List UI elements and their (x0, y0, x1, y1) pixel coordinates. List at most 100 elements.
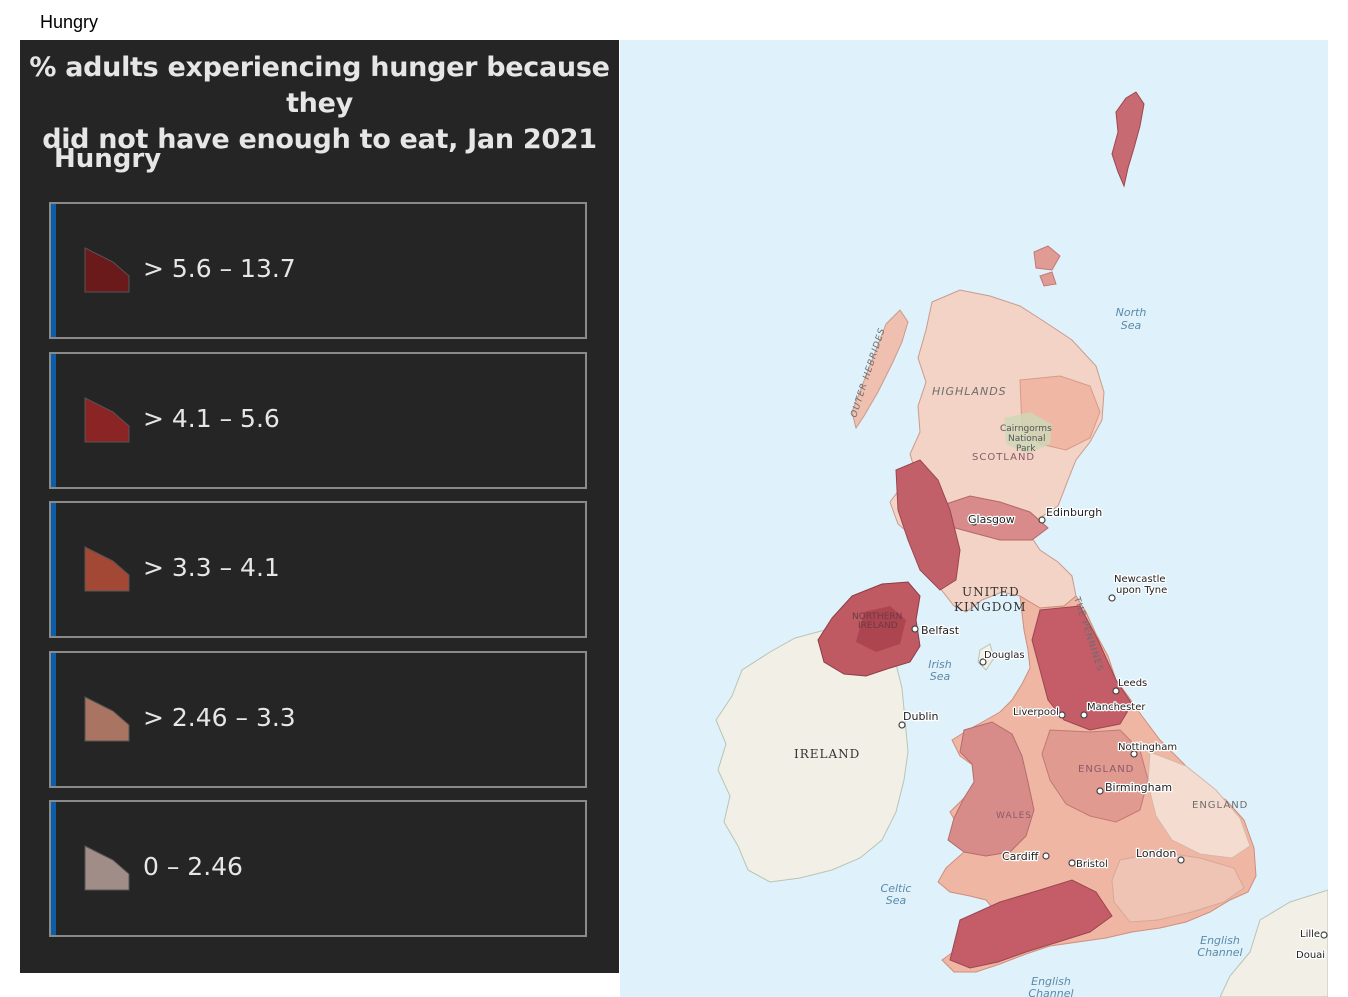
label-cardiff: Cardiff (1002, 850, 1039, 863)
legend-title: % adults experiencing hunger because the… (20, 50, 619, 158)
polygon-swatch-icon (84, 696, 130, 742)
label-edinburgh: Edinburgh (1046, 506, 1102, 519)
legend-item-accent (51, 653, 56, 786)
orkney-islands (1033, 245, 1061, 287)
polygon-swatch-icon (84, 546, 130, 592)
sea-labels: North Sea Irish Sea Celtic Sea English C… (881, 306, 1243, 997)
label-ireland-ni: IRELAND (858, 621, 898, 631)
page-title: Hungry (40, 12, 99, 32)
label-belfast: Belfast (921, 624, 960, 637)
label-northern: NORTHERN (852, 612, 902, 622)
shetland-islands (1111, 91, 1145, 188)
south-west-england (949, 879, 1113, 969)
label-ireland: IRELAND (794, 747, 860, 761)
label-celtic-sea-1: Celtic (881, 882, 912, 895)
label-leeds: Leeds (1118, 678, 1147, 689)
leeds-marker-icon[interactable] (1112, 687, 1120, 695)
polygon-swatch-icon (84, 845, 130, 891)
label-douglas: Douglas (984, 650, 1025, 661)
newcastle-marker-icon[interactable] (1108, 594, 1116, 602)
cairngorms-park (1004, 412, 1052, 454)
london-south-east (1111, 851, 1245, 923)
label-manchester: Manchester (1087, 702, 1146, 713)
label-bristol: Bristol (1076, 859, 1108, 870)
label-douai: Douai (1296, 950, 1325, 961)
bristol-marker-icon[interactable] (1068, 859, 1076, 867)
label-irish-sea-1: Irish (928, 658, 952, 671)
label-north-sea-1: North (1116, 306, 1147, 319)
legend-item-class-5[interactable]: 0 – 2.46 (49, 800, 587, 937)
london-marker-icon[interactable] (1177, 856, 1185, 864)
legend-title-line-2: did not have enough to eat, Jan 2021 (42, 124, 597, 155)
label-english-channel-4: Channel (1028, 987, 1073, 997)
label-england-mid: ENGLAND (1078, 764, 1134, 775)
legend-item-class-3[interactable]: > 3.3 – 4.1 (49, 501, 587, 638)
france-landmass (1219, 889, 1328, 997)
legend-item-label: > 3.3 – 4.1 (143, 553, 280, 582)
label-wales: WALES (996, 811, 1032, 821)
dublin-marker-icon[interactable] (898, 721, 906, 729)
legend-title-line-1: % adults experiencing hunger because the… (29, 52, 610, 119)
label-north-sea-2: Sea (1121, 319, 1142, 332)
polygon-swatch-icon (84, 247, 130, 293)
northern-ireland-inner (856, 606, 906, 652)
label-newcastle-2: upon Tyne (1116, 585, 1167, 596)
label-glasgow: Glasgow (968, 513, 1015, 526)
label-english-channel-3: English (1031, 975, 1071, 988)
label-kingdom: KINGDOM (954, 600, 1027, 614)
legend-item-accent (51, 503, 56, 636)
label-lille: Lille (1300, 929, 1320, 940)
legend-item-class-1[interactable]: > 5.6 – 13.7 (49, 202, 587, 339)
legend-item-class-2[interactable]: > 4.1 – 5.6 (49, 352, 587, 489)
label-dublin: Dublin (903, 710, 939, 723)
legend-item-label: > 2.46 – 3.3 (143, 703, 296, 732)
label-newcastle-1: Newcastle (1114, 574, 1166, 585)
city-markers (898, 516, 1328, 939)
scotland-central-belt (939, 495, 1049, 541)
east-england-districts (1147, 751, 1251, 859)
label-celtic-sea-2: Sea (886, 894, 907, 907)
map-canvas[interactable]: HIGHLANDS OUTER HEBRIDES Cairngorms Nati… (620, 40, 1328, 997)
midlands-districts (1041, 729, 1149, 823)
glasgow-marker-icon[interactable] (970, 518, 978, 526)
northern-england-districts (1031, 605, 1133, 731)
label-england-east: ENGLAND (1192, 800, 1248, 811)
label-london: London (1136, 847, 1176, 860)
lille-marker-icon[interactable] (1320, 931, 1328, 939)
label-liverpool: Liverpool (1013, 707, 1059, 718)
legend-panel: % adults experiencing hunger because the… (20, 40, 619, 973)
label-birmingham: Birmingham (1105, 781, 1172, 794)
edinburgh-marker-icon[interactable] (1038, 516, 1046, 524)
liverpool-marker-icon[interactable] (1058, 711, 1066, 719)
douglas-marker-icon[interactable] (979, 658, 987, 666)
cardiff-marker-icon[interactable] (1042, 852, 1050, 860)
label-english-channel-2: Channel (1197, 946, 1242, 959)
legend-item-class-4[interactable]: > 2.46 – 3.3 (49, 651, 587, 788)
city-labels: Glasgow Edinburgh Newcastle upon Tyne Be… (902, 505, 1327, 963)
scotland-west-coast (895, 459, 961, 591)
polygon-swatch-icon (84, 397, 130, 443)
map-view[interactable]: HIGHLANDS OUTER HEBRIDES Cairngorms Nati… (620, 40, 1328, 997)
wales-region (947, 721, 1035, 857)
label-nottingham: Nottingham (1118, 742, 1177, 753)
label-highlands: HIGHLANDS (932, 385, 1007, 398)
legend-item-accent (51, 354, 56, 487)
label-cairngorms-3: Park (1016, 444, 1036, 454)
label-united: UNITED (962, 585, 1020, 599)
legend-item-accent (51, 204, 56, 337)
legend-subtitle: Hungry (54, 144, 162, 174)
legend-item-accent (51, 802, 56, 935)
label-cairngorms-1: Cairngorms (1000, 424, 1052, 434)
label-english-channel-1: English (1200, 934, 1240, 947)
belfast-marker-icon[interactable] (911, 625, 919, 633)
label-cairngorms-2: National (1008, 434, 1046, 444)
birmingham-marker-icon[interactable] (1096, 787, 1104, 795)
outer-hebrides-islands (851, 309, 909, 430)
nottingham-marker-icon[interactable] (1130, 750, 1138, 758)
manchester-marker-icon[interactable] (1080, 711, 1088, 719)
legend-item-label: > 4.1 – 5.6 (143, 404, 280, 433)
legend-item-label: 0 – 2.46 (143, 852, 243, 881)
label-irish-sea-2: Sea (930, 670, 951, 683)
legend-item-label: > 5.6 – 13.7 (143, 254, 296, 283)
label-scotland: SCOTLAND (972, 452, 1035, 463)
